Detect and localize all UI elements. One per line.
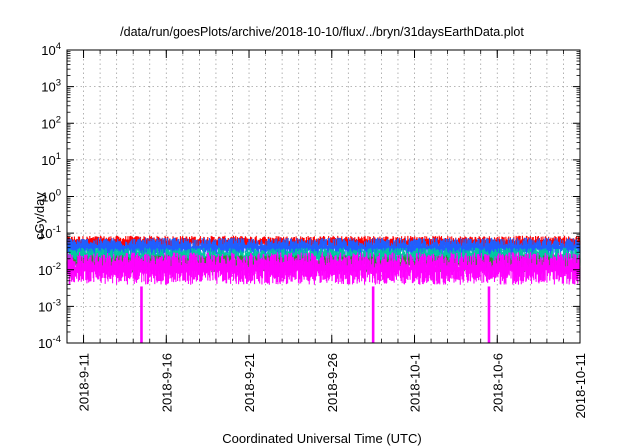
y-tick-label: 100 (41, 188, 61, 205)
y-tick-label: 102 (41, 114, 61, 131)
x-tick-label: 2018-9-16 (159, 353, 174, 412)
x-tick-label: 2018-10-6 (490, 353, 505, 412)
plot-border (66, 49, 581, 344)
x-axis-title: Coordinated Universal Time (UTC) (222, 431, 421, 446)
y-tick-label: 10-1 (38, 224, 61, 241)
x-tick-labels: 2018-9-11 2018-9-16 2018-9-21 2018-9-26 2018… (77, 353, 588, 419)
x-tick-label: 2018-9-26 (325, 353, 340, 412)
x-tick-label: 2018-9-11 (77, 353, 92, 411)
x-tick-label: 2018-9-21 (242, 353, 257, 412)
x-tick-label: 2018-10-1 (408, 353, 423, 412)
y-tick-label: 104 (41, 41, 61, 58)
y-tick-labels: 10-4 10-3 10-2 10-1 100 101 102 103 104 (38, 41, 61, 351)
chart-title: /data/run/goesPlots/archive/2018-10-10/f… (120, 25, 524, 39)
grid-lines (67, 50, 580, 343)
y-tick-label: 101 (41, 151, 61, 168)
y-tick-label: 10-2 (38, 261, 61, 278)
y-axis-title: cGy/day (32, 192, 47, 240)
axes (66, 49, 581, 344)
y-tick-label: 103 (41, 78, 61, 95)
y-tick-label: 10-3 (38, 297, 61, 314)
x-tick-label: 2018-10-11 (573, 353, 588, 419)
plot-area (66, 235, 581, 343)
y-tick-label: 10-4 (38, 334, 61, 351)
series-line (66, 252, 581, 343)
